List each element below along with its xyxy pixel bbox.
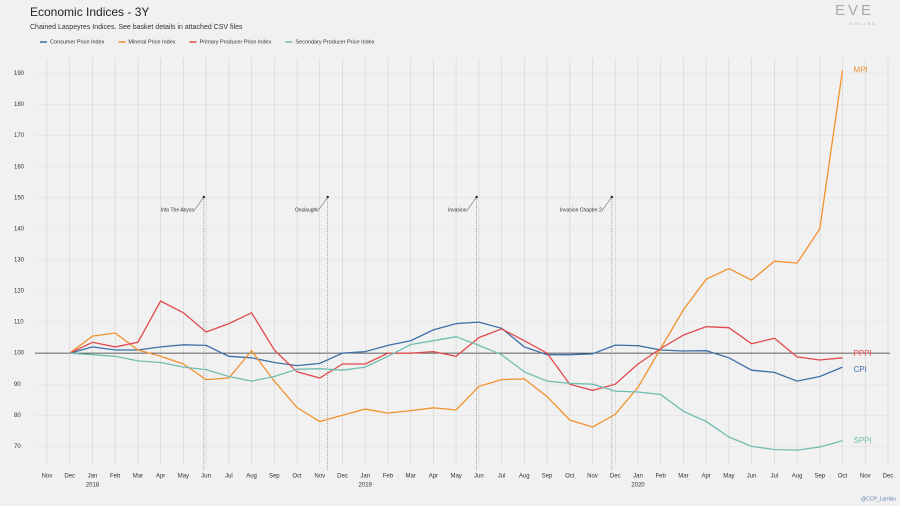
x-tick-label: Jan <box>360 474 370 480</box>
x-tick-label: Oct <box>838 474 848 480</box>
x-tick-label: Feb <box>383 474 394 480</box>
x-tick-label: Jun <box>201 474 211 480</box>
x-tick-label: Apr <box>701 474 710 480</box>
x-tick-label: Apr <box>429 474 438 480</box>
series-line <box>69 70 844 428</box>
x-tick-label: Jun <box>474 474 484 480</box>
y-tick-label: 140 <box>14 226 25 232</box>
x-tick-label: May <box>723 474 734 480</box>
chart-subtitle: Chained Laspeyres Indices. See basket de… <box>30 24 243 31</box>
x-tick-label: Oct <box>565 474 575 480</box>
y-tick-label: 150 <box>14 195 25 201</box>
x-tick-label: Feb <box>110 474 121 480</box>
y-tick-label: 130 <box>14 258 25 264</box>
legend-label: Secondary Producer Price Index <box>295 39 374 45</box>
annotation-dot <box>610 195 614 199</box>
legend-label: Primary Producer Price Index <box>200 39 272 45</box>
annotation-label: Onslaught <box>295 207 318 213</box>
y-tick-label: 170 <box>14 133 25 139</box>
x-year-label: 2018 <box>86 483 100 489</box>
legend-label: Mineral Price Index <box>128 39 175 45</box>
x-tick-label: May <box>450 474 461 480</box>
x-tick-label: Jul <box>498 474 506 480</box>
x-tick-label: Aug <box>519 474 530 480</box>
legend-label: Consumer Price Index <box>50 39 105 45</box>
y-tick-label: 100 <box>14 351 25 357</box>
annotation-dot <box>202 195 206 199</box>
x-tick-label: Aug <box>246 474 257 480</box>
annotation-connector <box>466 196 477 212</box>
x-tick-label: Jan <box>88 474 98 480</box>
x-year-label: 2019 <box>359 483 373 489</box>
y-tick-label: 180 <box>14 102 25 108</box>
x-tick-label: Sep <box>814 474 825 480</box>
x-tick-label: Dec <box>337 474 348 480</box>
x-tick-label: Jul <box>225 474 233 480</box>
annotation-dot <box>475 195 478 199</box>
x-tick-label: Dec <box>610 474 621 480</box>
x-tick-label: Aug <box>792 474 803 480</box>
annotation-dot <box>326 195 329 199</box>
annotation-label: Invasion <box>448 207 467 213</box>
x-tick-label: Nov <box>587 474 598 480</box>
credit: @CCP_Larrikin <box>861 496 896 502</box>
x-tick-label: Dec <box>883 474 894 480</box>
x-year-label: 2020 <box>631 483 645 489</box>
x-tick-label: Dec <box>64 474 75 480</box>
end-label: MPI <box>854 66 868 75</box>
x-tick-label: Jan <box>633 474 643 480</box>
x-tick-label: Feb <box>656 474 667 480</box>
x-tick-label: Mar <box>678 474 688 480</box>
chart-title: Economic Indices - 3Y <box>30 5 149 19</box>
x-tick-label: Mar <box>133 474 143 480</box>
y-tick-label: 160 <box>14 164 25 170</box>
x-tick-label: May <box>178 474 189 480</box>
x-tick-label: Nov <box>314 474 325 480</box>
x-tick-label: Sep <box>269 474 280 480</box>
annotation-connector <box>193 196 205 212</box>
y-tick-label: 70 <box>14 444 21 450</box>
annotation-connector <box>317 196 328 212</box>
end-label: CPI <box>854 365 867 374</box>
x-tick-label: Oct <box>292 474 302 480</box>
x-tick-label: Apr <box>156 474 165 480</box>
x-tick-label: Sep <box>542 474 553 480</box>
x-tick-label: Nov <box>42 474 53 480</box>
series-line <box>69 321 843 382</box>
brand-logo: EVE <box>835 2 874 19</box>
x-tick-label: Nov <box>860 474 871 480</box>
annotation-connector <box>601 196 613 212</box>
annotation-label: Invasion Chapter 2 <box>560 207 602 213</box>
x-tick-label: Jun <box>747 474 757 480</box>
y-tick-label: 190 <box>14 71 25 77</box>
annotation-label: Into The Abyss <box>161 207 194 213</box>
end-label: PPPI <box>854 349 872 358</box>
brand-logo-sub: ONLINE <box>850 21 877 26</box>
x-tick-label: Mar <box>406 474 416 480</box>
y-tick-label: 110 <box>14 320 24 326</box>
y-tick-label: 90 <box>14 382 21 388</box>
x-tick-label: Jul <box>771 474 779 480</box>
series-line <box>69 300 843 392</box>
end-label: SPPI <box>854 436 872 445</box>
y-tick-label: 80 <box>14 413 21 419</box>
series-line <box>69 336 843 451</box>
y-tick-label: 120 <box>14 289 25 295</box>
